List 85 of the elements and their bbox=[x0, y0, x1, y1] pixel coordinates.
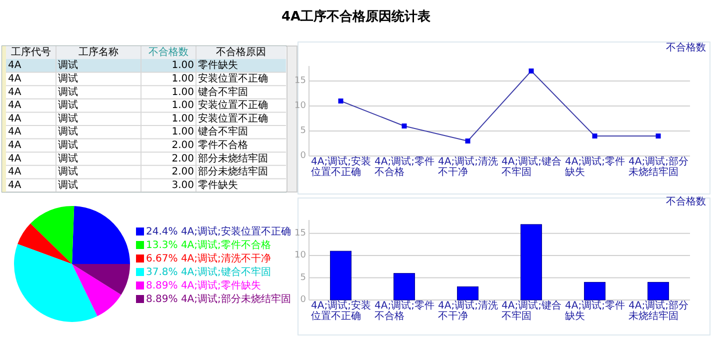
x-tick-label: 4A;调试;键合不牢固 bbox=[502, 156, 562, 178]
pie-slice bbox=[14, 244, 98, 322]
text: 调试 bbox=[58, 113, 78, 124]
legend-label: 24.4% 4A;调试;安装位置不正确 bbox=[146, 226, 291, 238]
text: 安装位置不正确 bbox=[198, 113, 268, 124]
text: 4A bbox=[8, 126, 22, 138]
y-tick-label: 5 bbox=[300, 126, 306, 136]
x-tick-label: 4A;调试;零件不合格 bbox=[374, 300, 434, 322]
category-label: 不合格数 bbox=[148, 46, 188, 58]
category-label: 工序代号 bbox=[11, 46, 51, 58]
text: 键合不牢固 bbox=[198, 126, 248, 138]
x-tick-label: 4A;调试;安装位置不正确 bbox=[311, 300, 371, 322]
text: 1.00 bbox=[172, 73, 194, 84]
text: 键合不牢固 bbox=[198, 86, 248, 98]
text: 2.00 bbox=[172, 140, 194, 151]
bar bbox=[394, 273, 415, 300]
y-tick-label: 10 bbox=[294, 101, 306, 111]
x-tick-label: 4A;调试;部分未烧结牢固 bbox=[628, 156, 688, 178]
x-tick-label: 4A;调试;零件不合格 bbox=[374, 156, 434, 178]
bar bbox=[457, 286, 478, 300]
y-tick-label: 15 bbox=[294, 228, 306, 238]
category-label: 不合格原因 bbox=[216, 46, 266, 58]
text: 调试 bbox=[58, 126, 78, 138]
text: 1.00 bbox=[172, 113, 194, 124]
x-tick-label: 4A;调试;清洗不干净 bbox=[438, 156, 498, 178]
text: 调试 bbox=[58, 86, 78, 98]
y-tick-label: 0 bbox=[300, 151, 306, 161]
text: 1.00 bbox=[172, 100, 194, 112]
text: 1.00 bbox=[172, 126, 194, 138]
text: 调试 bbox=[58, 140, 78, 151]
text: 不合格数 bbox=[666, 42, 706, 54]
pie-slice bbox=[72, 264, 130, 295]
x-tick-label: 4A;调试;零件缺失 bbox=[565, 300, 625, 322]
legend-label: 8.89% 4A;调试;部分未烧结牢固 bbox=[146, 293, 291, 305]
legend-label: 37.8% 4A;调试;键合不牢固 bbox=[146, 266, 271, 278]
pie-slice bbox=[72, 264, 122, 316]
bar bbox=[330, 250, 352, 300]
text: 零件不合格 bbox=[198, 140, 248, 151]
text: 4A bbox=[8, 180, 22, 191]
pie-slice bbox=[72, 206, 130, 264]
y-tick-label: 5 bbox=[300, 272, 306, 283]
x-tick-label: 4A;调试;零件缺失 bbox=[565, 156, 625, 178]
text: 调试 bbox=[58, 100, 78, 112]
text: 3.00 bbox=[172, 180, 194, 191]
pie-slice bbox=[30, 206, 74, 264]
text: 4A bbox=[8, 153, 22, 164]
text: 调试 bbox=[58, 166, 78, 178]
x-tick-label: 4A;调试;键合不牢固 bbox=[502, 300, 562, 322]
y-tick-label: 10 bbox=[294, 250, 306, 261]
text: 调试 bbox=[58, 60, 78, 72]
text: 4A bbox=[8, 86, 22, 98]
text: 4A bbox=[8, 166, 22, 178]
text: 部分未烧结牢固 bbox=[198, 166, 268, 178]
text: 4A工序不合格原因统计表 bbox=[281, 8, 432, 24]
text: 安装位置不正确 bbox=[198, 73, 268, 84]
category-label: 工序名称 bbox=[78, 46, 118, 58]
legend-label: 8.89% 4A;调试;零件缺失 bbox=[146, 280, 261, 292]
x-tick-label: 4A;调试;清洗不干净 bbox=[438, 300, 498, 322]
legend-label: 6.67% 4A;调试;清洗不干净 bbox=[146, 252, 271, 264]
text: 4A bbox=[8, 73, 22, 84]
text: 4A bbox=[8, 140, 22, 151]
text: 调试 bbox=[58, 180, 78, 191]
text: 2.00 bbox=[172, 166, 194, 178]
text: 安装位置不正确 bbox=[198, 100, 268, 112]
text: 调试 bbox=[58, 73, 78, 84]
text: 4A bbox=[8, 60, 22, 72]
bar bbox=[520, 224, 542, 300]
text: 2.00 bbox=[172, 153, 194, 164]
y-tick-label: 0 bbox=[300, 295, 306, 305]
text: 1.00 bbox=[172, 60, 194, 72]
y-tick-label: 15 bbox=[294, 76, 306, 86]
text: 不合格数 bbox=[666, 196, 706, 208]
text: 零件缺失 bbox=[198, 180, 238, 191]
text: 1.00 bbox=[172, 86, 194, 98]
text: 部分未烧结牢固 bbox=[198, 153, 268, 164]
text: 4A bbox=[8, 113, 22, 124]
x-tick-label: 4A;调试;部分未烧结牢固 bbox=[628, 300, 688, 322]
bar bbox=[648, 282, 669, 300]
text: 4A bbox=[8, 100, 22, 112]
bar bbox=[584, 282, 606, 300]
pie-slice bbox=[18, 224, 72, 264]
text: 零件缺失 bbox=[198, 60, 238, 72]
legend-label: 13.3% 4A;调试;零件不合格 bbox=[146, 239, 271, 251]
text: 调试 bbox=[58, 153, 78, 164]
x-tick-label: 4A;调试;安装位置不正确 bbox=[311, 156, 371, 178]
